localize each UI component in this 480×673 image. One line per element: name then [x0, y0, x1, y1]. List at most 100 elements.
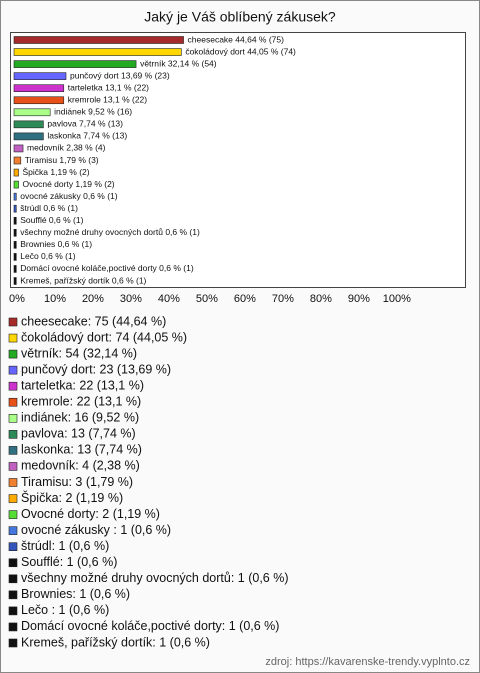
source: zdroj: https://kavarenske-trendy.vyplnto… — [265, 656, 470, 668]
value-label: Domácí ovocné koláče,poctivé dorty 0,6 %… — [20, 263, 194, 273]
legend-label: indiánek: 16 (9,52 %) — [21, 411, 139, 425]
legend-swatch — [8, 462, 18, 471]
x-tick-label: 90% — [348, 293, 370, 305]
bar — [13, 36, 184, 44]
x-tick-label: 70% — [272, 293, 294, 305]
legend-swatch — [8, 430, 18, 439]
value-label: Špička 1,19 % (2) — [23, 167, 90, 177]
x-tick-label: 30% — [120, 293, 142, 305]
value-label: Kremeš, pařížský dortík 0,6 % (1) — [20, 275, 146, 285]
legend-label: Soufflé: 1 (0,6 %) — [21, 555, 117, 569]
bar — [13, 192, 17, 201]
legend-label: Ovocné dorty: 2 (1,19 %) — [21, 507, 160, 521]
legend-label: Domácí ovocné koláče,poctivé dorty: 1 (0… — [21, 619, 279, 633]
value-label: ovocné zákusky 0,6 % (1) — [20, 191, 117, 201]
legend-swatch — [8, 526, 18, 535]
value-label: pavlova 7,74 % (13) — [47, 119, 123, 129]
x-tick-label: 0% — [9, 293, 25, 305]
legend-label: Kremeš, pařížský dortík: 1 (0,6 %) — [21, 635, 210, 649]
legend-swatch — [8, 494, 18, 503]
legend-swatch — [8, 333, 18, 343]
bar — [13, 132, 44, 141]
bar — [13, 229, 17, 237]
x-tick-label: 100% — [383, 293, 411, 305]
legend-label: štrúdl: 1 (0,6 %) — [21, 539, 109, 553]
legend-label: cheesecake: 75 (44,64 %) — [21, 314, 166, 328]
x-tick-label: 20% — [82, 293, 104, 305]
value-label: cheesecake 44,64 % (75) — [188, 34, 285, 44]
legend-swatch — [8, 510, 18, 519]
legend-swatch — [8, 478, 18, 487]
bar — [13, 144, 24, 153]
value-label: Brownies 0,6 % (1) — [20, 239, 92, 249]
value-label: Soufflé 0,6 % (1) — [20, 215, 83, 225]
legend-swatch — [8, 590, 18, 600]
legend-label: všechny možné druhy ovocných dortů: 1 (0… — [21, 571, 289, 585]
legend-swatch — [8, 397, 18, 407]
value-label: indiánek 9,52 % (16) — [54, 107, 132, 117]
bar — [13, 204, 17, 213]
bar — [13, 108, 51, 117]
x-tick-label: 50% — [196, 293, 218, 305]
bar — [13, 96, 65, 105]
legend-swatch — [8, 574, 18, 584]
value-label: kremrole 13,1 % (22) — [68, 95, 148, 105]
x-tick-label: 80% — [310, 293, 332, 305]
legend-label: ovocné zákusky : 1 (0,6 %) — [21, 523, 171, 537]
x-tick-label: 60% — [234, 293, 256, 305]
legend-label: tarteletka: 22 (13,1 %) — [21, 378, 144, 392]
legend-swatch — [8, 542, 18, 552]
value-label: Lečo 0,6 % (1) — [20, 251, 75, 261]
bar — [13, 241, 17, 249]
value-label: tarteletka 13,1 % (22) — [68, 82, 149, 92]
plot-area — [10, 32, 466, 288]
x-tick-label: 10% — [44, 293, 66, 305]
legend-swatch — [8, 381, 18, 391]
value-label: medovník 2,38 % (4) — [27, 143, 106, 153]
value-label: štrúdl 0,6 % (1) — [20, 203, 78, 213]
value-label: Tiramisu 1,79 % (3) — [25, 155, 99, 165]
value-label: punčový dort 13,69 % (23) — [70, 70, 170, 80]
legend-label: Brownies: 1 (0,6 %) — [21, 587, 130, 601]
bar — [13, 265, 17, 273]
legend-label: čokoládový dort: 74 (44,05 %) — [21, 330, 187, 344]
value-label: všechny možné druhy ovocných dortů 0,6 %… — [20, 227, 200, 237]
value-label: čokoládový dort 44,05 % (74) — [185, 46, 296, 56]
bar — [13, 180, 19, 189]
value-label: laskonka 7,74 % (13) — [47, 131, 127, 141]
legend-label: punčový dort: 23 (13,69 %) — [21, 362, 171, 376]
legend-swatch — [8, 558, 18, 568]
chart-title: Jaký je Váš oblíbený zákusek? — [144, 9, 336, 25]
legend-swatch — [8, 638, 18, 648]
bar — [13, 168, 19, 177]
bar — [13, 48, 182, 56]
legend-swatch — [8, 622, 18, 632]
bar — [13, 72, 67, 80]
legend-label: větrník: 54 (32,14 %) — [21, 346, 137, 360]
legend-swatch — [8, 349, 18, 359]
legend-label: Špička: 2 (1,19 %) — [21, 490, 123, 505]
legend-label: pavlova: 13 (7,74 %) — [21, 427, 136, 441]
legend-label: Tiramisu: 3 (1,79 %) — [21, 475, 133, 489]
legend-label: Lečo : 1 (0,6 %) — [21, 603, 109, 617]
value-label: větrník 32,14 % (54) — [140, 58, 217, 68]
legend-label: medovník: 4 (2,38 %) — [21, 459, 140, 473]
legend-label: laskonka: 13 (7,74 %) — [21, 443, 142, 457]
value-label: Ovocné dorty 1,19 % (2) — [23, 179, 115, 189]
x-tick-label: 40% — [158, 293, 180, 305]
legend-swatch — [8, 365, 18, 375]
bar — [13, 120, 44, 129]
bar — [13, 84, 65, 92]
bar — [13, 156, 22, 165]
bar — [13, 216, 17, 225]
legend-swatch — [8, 317, 18, 327]
bar — [13, 253, 17, 261]
legend-swatch — [8, 446, 18, 455]
bar — [13, 277, 17, 285]
legend-swatch — [8, 413, 18, 423]
legend-label: kremrole: 22 (13,1 %) — [21, 395, 141, 409]
legend-swatch — [8, 606, 18, 616]
bar — [13, 60, 137, 68]
